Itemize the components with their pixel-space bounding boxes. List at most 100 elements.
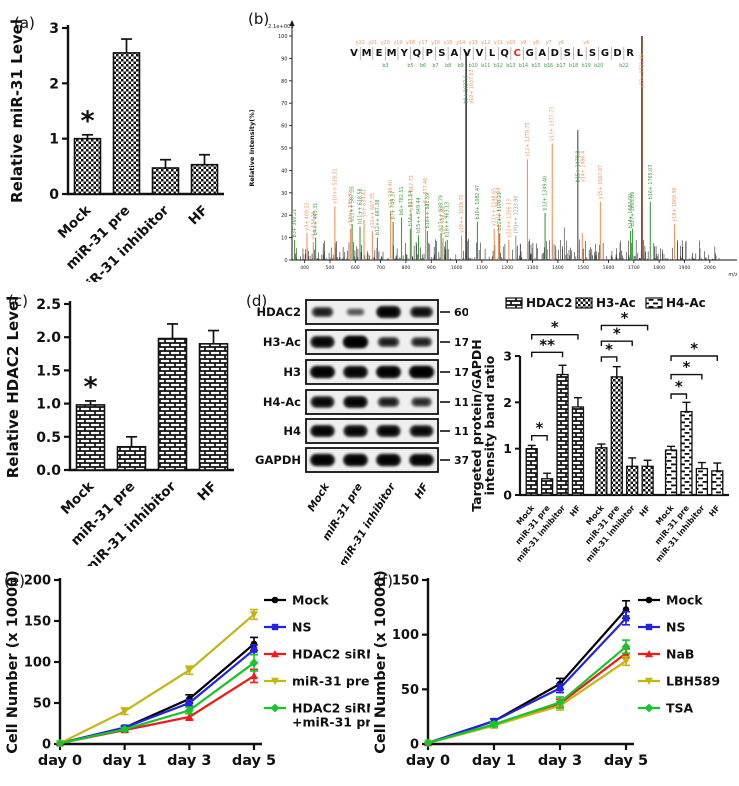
svg-text:M: M [387, 48, 397, 59]
svg-text:HF: HF [568, 504, 583, 519]
svg-text:80: 80 [281, 79, 287, 85]
panel-d-western-blots: HDAC2 60 H3-Ac 17 H3 17 H4-Ac 11 H4 11 GAPDH 37 Mock… [255, 299, 468, 565]
svg-text:S: S [438, 48, 445, 59]
svg-text:H3: H3 [283, 365, 301, 379]
svg-text:b15++ 849.44: b15++ 849.44 [416, 197, 422, 233]
svg-text:day 5: day 5 [232, 753, 276, 769]
svg-text:y7+ 739.40: y7+ 739.40 [388, 180, 394, 208]
svg-text:1300: 1300 [527, 265, 539, 271]
svg-text:b6: b6 [420, 63, 426, 69]
svg-text:Mock: Mock [306, 480, 333, 513]
svg-text:b13+ 1349.40: b13+ 1349.40 [543, 176, 549, 211]
svg-text:b22: b22 [619, 63, 628, 69]
svg-text:b16: b16 [544, 63, 553, 69]
svg-text:y22++ 1206.13: y22++ 1206.13 [506, 199, 512, 237]
svg-text:30: 30 [281, 191, 287, 197]
svg-text:HDAC2: HDAC2 [526, 296, 572, 310]
svg-text:y15+ 1567.87: y15+ 1567.87 [598, 165, 604, 199]
svg-text:b20: b20 [594, 63, 603, 69]
svg-text:HDAC2 siRNA: HDAC2 siRNA [292, 701, 370, 716]
svg-text:b17+ 1695.06: b17+ 1695.06 [630, 192, 636, 227]
svg-text:100: 100 [278, 34, 288, 40]
svg-text:2000: 2000 [704, 265, 716, 271]
svg-text:b15+ 1478.8: b15+ 1478.8 [575, 151, 581, 182]
svg-text:0.0: 0.0 [36, 463, 61, 479]
svg-text:Relative HDAC2 Level: Relative HDAC2 Level [4, 296, 22, 479]
svg-text:y18: y18 [406, 40, 415, 46]
svg-text:y17: y17 [419, 40, 428, 46]
svg-text:G: G [601, 48, 609, 59]
svg-text:y21++ 1148.65: y21++ 1148.65 [492, 188, 498, 226]
svg-text:y3+ 409.22: y3+ 409.22 [304, 202, 310, 230]
svg-text:H3-Ac: H3-Ac [263, 335, 301, 349]
svg-text:b9+ 1037.6: b9+ 1037.6 [464, 75, 470, 103]
svg-text:Targeted protein/GAPDH: Targeted protein/GAPDH [469, 339, 484, 512]
svg-text:200: 200 [24, 574, 51, 589]
svg-text:*: * [675, 377, 683, 395]
panel-f-label: (f) [376, 572, 393, 590]
svg-text:500: 500 [326, 265, 335, 271]
svg-text:y12++ 667.35: y12++ 667.35 [370, 193, 376, 228]
svg-text:Cell Number (x 10000): Cell Number (x 10000) [373, 570, 389, 754]
svg-text:b15: b15 [531, 63, 540, 69]
svg-text:1700: 1700 [628, 265, 640, 271]
svg-text:LBH589: LBH589 [666, 674, 720, 689]
svg-text:y17+ 1731.99: y17+ 1731.99 [639, 54, 645, 88]
svg-text:b3+ 360.21: b3+ 360.21 [292, 209, 298, 237]
svg-text:1: 1 [49, 132, 59, 148]
svg-text:y8+ 877.46: y8+ 877.46 [423, 178, 429, 206]
svg-text:b17: b17 [556, 63, 565, 69]
svg-text:y8: y8 [533, 40, 539, 46]
svg-text:y20++ 1019.70: y20++ 1019.70 [459, 195, 465, 233]
svg-text:*: * [683, 358, 691, 376]
svg-text:1200: 1200 [501, 265, 513, 271]
svg-text:Mock: Mock [292, 593, 329, 608]
svg-text:600: 600 [351, 265, 360, 271]
svg-text:y22: y22 [356, 40, 365, 46]
svg-text:b13: b13 [506, 63, 515, 69]
svg-text:y19: y19 [393, 40, 402, 46]
panel-f-line-chart: 0 50 100 150 day 0 day 1 day 3 day 5 Cell Number… [373, 570, 720, 769]
svg-text:V: V [350, 48, 358, 59]
svg-text:b18++ 963.13: b18++ 963.13 [445, 202, 451, 238]
svg-text:y7: y7 [546, 40, 552, 46]
svg-text:day 1: day 1 [472, 753, 516, 769]
svg-text:y15: y15 [444, 40, 453, 46]
svg-text:H4-Ac: H4-Ac [263, 395, 301, 409]
svg-text:b4++ 443.31: b4++ 443.31 [313, 203, 319, 235]
svg-text:NS: NS [292, 620, 311, 635]
svg-text:*: * [690, 340, 698, 358]
svg-text:m/z: m/z [728, 272, 737, 278]
svg-text:A: A [538, 48, 546, 59]
svg-text:day 1: day 1 [103, 753, 147, 769]
svg-text:y10: y10 [506, 40, 515, 46]
svg-text:b11++ 618.58: b11++ 618.58 [358, 188, 364, 224]
svg-text:y12+ 1279.75: y12+ 1279.75 [525, 122, 531, 156]
svg-text:D: D [613, 48, 621, 59]
panel-b-label: (b) [248, 10, 270, 28]
svg-text:17: 17 [454, 336, 468, 349]
svg-text:Mock: Mock [58, 478, 98, 518]
svg-text:y10++ 519.31: y10++ 519.31 [332, 168, 338, 203]
svg-text:y6: y6 [558, 40, 564, 46]
svg-text:150: 150 [24, 615, 51, 630]
svg-text:Y: Y [400, 48, 409, 59]
svg-text:37: 37 [454, 454, 468, 467]
svg-text:1400: 1400 [552, 265, 564, 271]
svg-text:0: 0 [49, 187, 59, 203]
svg-text:y12: y12 [481, 40, 490, 46]
svg-text:D: D [551, 48, 559, 59]
panel-e-label: (e) [4, 572, 25, 590]
svg-text:y9+ 946.48: y9+ 946.48 [441, 207, 447, 235]
svg-text:b18: b18 [569, 63, 578, 69]
svg-text:1.5: 1.5 [36, 363, 61, 379]
svg-text:0: 0 [503, 488, 512, 503]
svg-text:17: 17 [454, 366, 468, 379]
svg-text:*: * [535, 419, 543, 437]
svg-text:TSA: TSA [666, 701, 694, 716]
svg-text:day 5: day 5 [604, 753, 648, 769]
svg-text:700: 700 [376, 265, 385, 271]
svg-text:1900: 1900 [679, 265, 691, 271]
svg-text:1000: 1000 [451, 265, 463, 271]
svg-text:y5+ 634.41: y5+ 634.41 [362, 189, 368, 217]
